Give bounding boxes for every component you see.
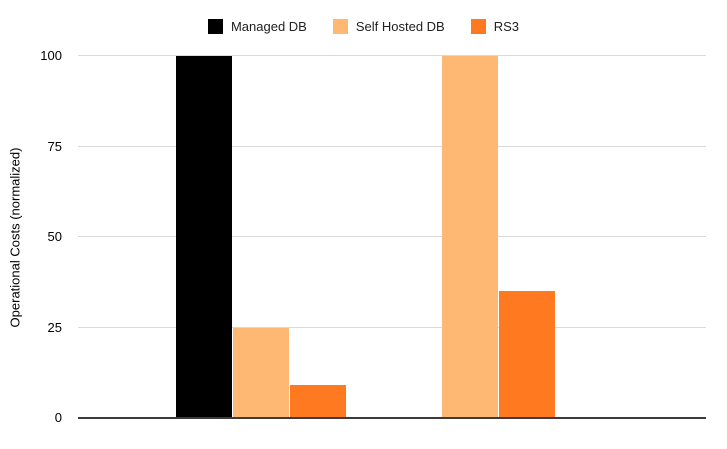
legend-swatch-rs3-icon bbox=[470, 19, 486, 34]
plot-area bbox=[78, 55, 706, 419]
legend-item-managed-db: Managed DB bbox=[207, 19, 307, 34]
legend: Managed DB Self Hosted DB RS3 bbox=[0, 19, 727, 34]
legend-item-self-hosted-db: Self Hosted DB bbox=[332, 19, 445, 34]
legend-swatch-managed-db-icon bbox=[207, 19, 223, 34]
y-tick-label-75: 75 bbox=[47, 138, 62, 154]
gridline-25 bbox=[78, 326, 706, 328]
bar-rs3-group1 bbox=[289, 385, 346, 418]
gridline-100 bbox=[78, 55, 706, 56]
x-axis-line bbox=[78, 417, 706, 419]
bar-managed-db-group1 bbox=[175, 56, 232, 418]
legend-label-self-hosted-db: Self Hosted DB bbox=[355, 19, 445, 34]
legend-swatch-self-hosted-db-icon bbox=[332, 19, 348, 34]
bar-self-hosted-db-group1 bbox=[232, 327, 289, 418]
legend-label-rs3: RS3 bbox=[493, 19, 520, 34]
legend-item-rs3: RS3 bbox=[470, 19, 520, 34]
y-tick-label-50: 50 bbox=[47, 229, 62, 244]
bar-rs3-group2 bbox=[498, 291, 555, 418]
y-axis-tick-labels: 0 25 50 75 100 bbox=[0, 49, 62, 425]
gridline-50 bbox=[78, 236, 706, 237]
legend-label-managed-db: Managed DB bbox=[230, 19, 307, 34]
y-tick-label-100: 100 bbox=[40, 48, 62, 63]
y-tick-label-25: 25 bbox=[47, 319, 62, 335]
gridline-75 bbox=[78, 145, 706, 147]
bar-self-hosted-db-group2 bbox=[441, 56, 498, 418]
y-tick-label-0: 0 bbox=[54, 410, 62, 425]
